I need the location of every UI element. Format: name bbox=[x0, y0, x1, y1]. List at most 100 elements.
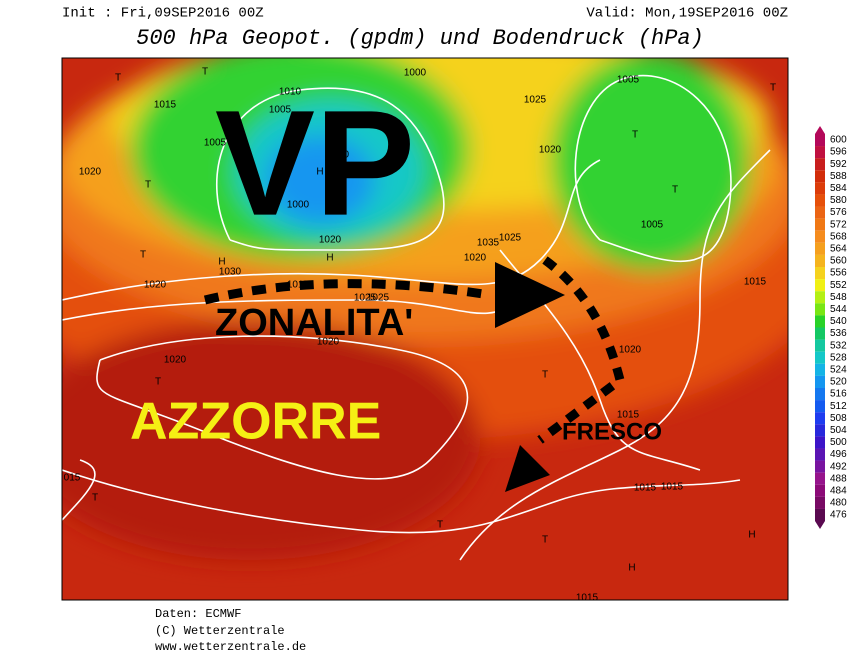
colorbar-swatch bbox=[815, 303, 825, 316]
isobar-label: 1020 bbox=[144, 280, 167, 291]
colorbar-label: 556 bbox=[830, 268, 847, 279]
pressure-center: T bbox=[92, 493, 98, 504]
isobar-label: 1005 bbox=[641, 220, 664, 231]
map-title: 500 hPa Geopot. (gpdm) und Bodendruck (h… bbox=[136, 26, 704, 51]
isobar-label: 1015 bbox=[617, 410, 640, 421]
colorbar-label: 488 bbox=[830, 473, 847, 484]
colorbar-swatch bbox=[815, 363, 825, 376]
azzorre-annotation: AZZORRE bbox=[130, 393, 381, 451]
footer-source: Daten: ECMWF bbox=[155, 607, 241, 621]
colorbar-swatch bbox=[815, 146, 825, 159]
colorbar-label: 568 bbox=[830, 231, 847, 242]
isobar-label: 1025 bbox=[524, 95, 547, 106]
pressure-center: H bbox=[628, 563, 635, 574]
fresco-arrow-line bbox=[537, 256, 626, 444]
isobar-label: 1025 bbox=[354, 293, 377, 304]
colorbar-cap-top bbox=[815, 125, 825, 134]
pressure-center: T bbox=[542, 535, 548, 546]
pressure-center: H bbox=[748, 530, 755, 541]
isobar-label: 1005 bbox=[204, 138, 227, 149]
colorbar-label: 588 bbox=[830, 171, 847, 182]
colorbar-label: 504 bbox=[830, 425, 847, 436]
zonal-arrow-line bbox=[203, 279, 491, 305]
colorbar: 6005965925885845805765725685645605565525… bbox=[815, 125, 847, 530]
isobar-label: 1030 bbox=[219, 267, 242, 278]
colorbar-cap-bottom bbox=[815, 521, 825, 530]
colorbar-swatch bbox=[815, 400, 825, 413]
pressure-center: T bbox=[145, 180, 151, 191]
colorbar-label: 512 bbox=[830, 401, 847, 412]
isobar-label: 1020 bbox=[539, 145, 562, 156]
colorbar-swatch bbox=[815, 412, 825, 425]
colorbar-swatch bbox=[815, 170, 825, 183]
colorbar-swatch bbox=[815, 339, 825, 352]
colorbar-swatch bbox=[815, 496, 825, 509]
colorbar-label: 480 bbox=[830, 498, 847, 509]
colorbar-swatch bbox=[815, 387, 825, 401]
colorbar-label: 548 bbox=[830, 292, 847, 303]
colorbar-label: 592 bbox=[830, 159, 847, 170]
pressure-center: T bbox=[542, 370, 548, 381]
colorbar-label: 580 bbox=[830, 195, 847, 206]
isobar-label: 1000 bbox=[404, 68, 427, 79]
init-text: Init : Fri,09SEP2016 00Z bbox=[62, 6, 264, 22]
isobar-label: 1020 bbox=[619, 345, 642, 356]
colorbar-swatch bbox=[815, 436, 825, 449]
isobar-label: 1020 bbox=[79, 167, 102, 178]
colorbar-label: 484 bbox=[830, 485, 847, 496]
colorbar-label: 552 bbox=[830, 280, 847, 291]
pressure-center: H bbox=[218, 257, 225, 268]
colorbar-label: 572 bbox=[830, 219, 847, 230]
colorbar-swatch bbox=[815, 254, 825, 268]
isobar-label: 1010 bbox=[279, 87, 302, 98]
colorbar-swatch bbox=[815, 315, 825, 328]
isobar-label: 1020 bbox=[164, 355, 187, 366]
isobar-label: 1025 bbox=[499, 233, 522, 244]
colorbar-label: 564 bbox=[830, 244, 847, 255]
isobar-label: 1025 bbox=[367, 293, 390, 304]
isobar-label: 1015 bbox=[154, 100, 177, 111]
isobar-label: 015 bbox=[64, 473, 81, 484]
map: TT10151020T10101000100510251005T1005T101… bbox=[62, 58, 788, 604]
colorbar-swatch bbox=[815, 424, 825, 437]
isobar-label: 1035 bbox=[477, 238, 500, 249]
colorbar-swatch bbox=[815, 279, 825, 292]
colorbar-label: 600 bbox=[830, 135, 847, 146]
colorbar-swatch bbox=[815, 291, 825, 304]
footer-copyright: (C) Wetterzentrale bbox=[155, 624, 285, 638]
isobar-label: 1000 bbox=[287, 200, 310, 211]
isobar-label: 1015 bbox=[661, 482, 684, 493]
colorbar-swatch bbox=[815, 194, 825, 207]
colorbar-swatch bbox=[815, 448, 825, 461]
colorbar-swatch bbox=[815, 133, 825, 147]
colorbar-swatch bbox=[815, 218, 825, 231]
isobar-label: 1015 bbox=[634, 483, 657, 494]
colorbar-label: 476 bbox=[830, 510, 847, 521]
fresco-annotation: FRESCO bbox=[562, 418, 662, 445]
isobar-label: 1010 bbox=[327, 150, 350, 161]
colorbar-swatch bbox=[815, 158, 825, 171]
isobar-label: 1015 bbox=[576, 593, 599, 604]
colorbar-swatch bbox=[815, 327, 825, 340]
colorbar-label: 492 bbox=[830, 461, 847, 472]
isobar-label: 1020 bbox=[319, 235, 342, 246]
pressure-center: T bbox=[437, 520, 443, 531]
fresco-arrowhead bbox=[505, 445, 550, 492]
pressure-center: H bbox=[316, 167, 323, 178]
pressure-center: T bbox=[632, 130, 638, 141]
colorbar-swatch bbox=[815, 182, 825, 195]
colorbar-label: 596 bbox=[830, 147, 847, 158]
colorbar-label: 544 bbox=[830, 304, 847, 315]
colorbar-label: 520 bbox=[830, 377, 847, 388]
pressure-center: T bbox=[770, 83, 776, 94]
pressure-center: T bbox=[140, 250, 146, 261]
zonalita-annotation: ZONALITA' bbox=[215, 302, 413, 344]
isobar-label: 1020 bbox=[317, 337, 340, 348]
colorbar-swatch bbox=[815, 508, 825, 522]
pressure-center: T bbox=[202, 67, 208, 78]
valid-text: Valid: Mon,19SEP2016 00Z bbox=[586, 6, 788, 22]
colorbar-label: 540 bbox=[830, 316, 847, 327]
colorbar-label: 528 bbox=[830, 352, 847, 363]
vp-annotation: VP bbox=[215, 79, 415, 247]
colorbar-swatch bbox=[815, 472, 825, 485]
